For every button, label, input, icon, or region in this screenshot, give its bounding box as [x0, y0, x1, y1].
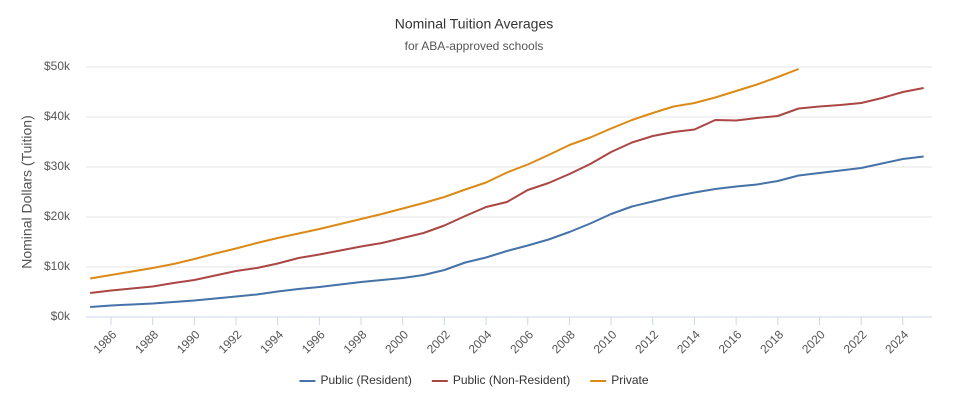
legend: Public (Resident) Public (Non-Resident) Pr… — [299, 373, 649, 387]
y-tick-label: $0k — [51, 309, 71, 323]
x-tick-label: 2020 — [799, 327, 828, 356]
chart-title: Nominal Tuition Averages — [395, 16, 554, 32]
x-tick-label: 1996 — [299, 327, 328, 356]
x-tick-label: 2018 — [757, 327, 786, 356]
y-tick-label: $40k — [44, 109, 71, 123]
x-tick-label: 2016 — [716, 327, 745, 356]
legend-item[interactable]: Private — [590, 373, 649, 387]
x-tick-label: 2022 — [841, 327, 870, 356]
x-tick-label: 2002 — [424, 327, 453, 356]
x-tick-label: 2006 — [507, 327, 536, 356]
x-tick-label: 2010 — [591, 327, 620, 356]
y-tick-label: $30k — [44, 159, 71, 173]
legend-label: Public (Resident) — [320, 373, 411, 387]
y-tick-label: $10k — [44, 259, 71, 273]
x-tick-label: 1994 — [257, 327, 286, 356]
x-tick-label: 2012 — [632, 327, 661, 356]
series-line — [90, 87, 924, 294]
x-tick-label: 1992 — [216, 327, 245, 356]
x-tick-label: 1998 — [341, 327, 370, 356]
legend-label: Public (Non-Resident) — [453, 373, 570, 387]
legend-label: Private — [611, 373, 649, 387]
chart-subtitle: for ABA-approved schools — [405, 39, 544, 53]
x-tick-label: 2000 — [382, 327, 411, 356]
x-tick-label: 2008 — [549, 327, 578, 356]
y-tick-label: $20k — [44, 209, 71, 223]
x-tick-label: 1990 — [174, 327, 203, 356]
legend-item[interactable]: Public (Resident) — [299, 373, 412, 387]
y-axis-title: Nominal Dollars (Tuition) — [19, 115, 35, 269]
x-tick-label: 2024 — [882, 327, 911, 356]
y-tick-label: $50k — [44, 59, 71, 73]
x-tick-label: 2004 — [466, 327, 495, 356]
x-tick-label: 1986 — [91, 327, 120, 356]
x-tick-label: 1988 — [132, 327, 161, 356]
plot-area — [90, 68, 924, 308]
series-line — [90, 68, 799, 280]
series-line — [90, 155, 924, 308]
legend-item[interactable]: Public (Non-Resident) — [431, 373, 570, 387]
x-tick-label: 2014 — [674, 327, 703, 356]
